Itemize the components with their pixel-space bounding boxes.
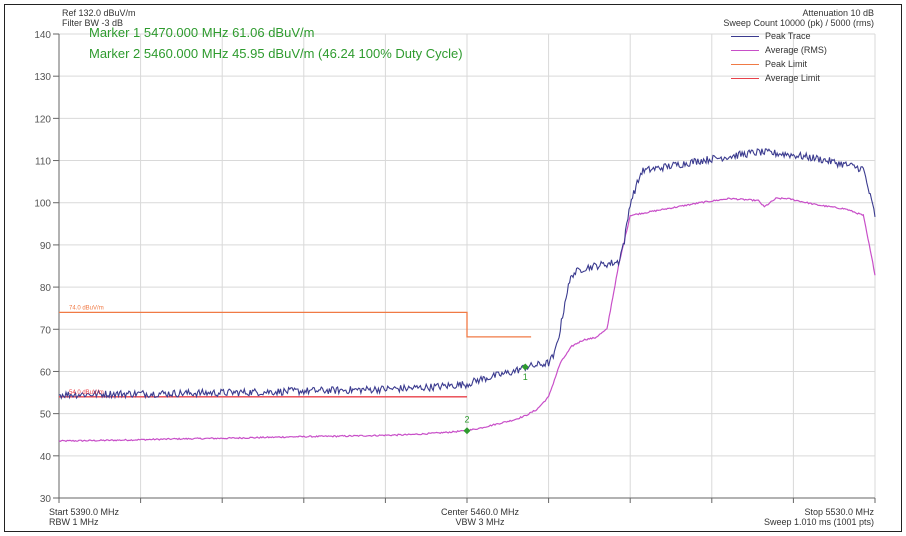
- marker-1-diamond: [521, 363, 529, 371]
- vbw-label: VBW 3 MHz: [455, 517, 505, 527]
- legend: Peak Trace Average (RMS) Peak Limit Aver…: [731, 29, 827, 85]
- average-limit-label: 54.0 dBuV/m: [69, 390, 104, 396]
- y-tick-label: 60: [40, 367, 52, 378]
- y-tick-label: 50: [40, 410, 52, 421]
- marker-1-readout: Marker 1 5470.000 MHz 61.06 dBuV/m: [89, 25, 315, 40]
- legend-item-average: Average (RMS): [731, 43, 827, 57]
- attenuation-label: Attenuation 10 dB: [802, 8, 874, 18]
- y-tick-label: 140: [34, 30, 51, 41]
- start-freq-label: Start 5390.0 MHz: [49, 507, 120, 517]
- marker-2-label: 2: [464, 415, 469, 425]
- peak-limit-label: 74.0 dBuV/m: [69, 305, 104, 311]
- legend-swatch-average-limit: [731, 77, 759, 79]
- y-tick-label: 100: [34, 199, 51, 210]
- legend-item-peak-trace: Peak Trace: [731, 29, 827, 43]
- y-tick-label: 40: [40, 452, 52, 463]
- filter-bw-label: Filter BW -3 dB: [62, 18, 124, 28]
- marker-2-diamond: [463, 427, 471, 435]
- y-tick-label: 110: [35, 157, 51, 168]
- y-tick-label: 130: [34, 72, 51, 83]
- y-tick-label: 120: [34, 114, 51, 125]
- y-tick-label: 70: [40, 325, 52, 336]
- peak-limit-line: [59, 311, 532, 338]
- sweep-time-label: Sweep 1.010 ms (1001 pts): [763, 517, 874, 527]
- stop-freq-label: Stop 5530.0 MHz: [804, 507, 874, 517]
- y-tick-label: 90: [40, 241, 52, 252]
- spectrum-analyzer-panel: 30 40 50 60 70 80 90 100 110 120 130 140 74.0 dBuV/m…: [4, 4, 902, 532]
- ref-level-label: Ref 132.0 dBuV/m: [62, 8, 136, 18]
- rbw-label: RBW 1 MHz: [49, 517, 99, 527]
- legend-item-average-limit: Average Limit: [731, 71, 827, 85]
- peak-trace-line: [58, 148, 876, 400]
- marker-1-label: 1: [523, 372, 528, 382]
- center-freq-label: Center 5460.0 MHz: [440, 507, 520, 517]
- spectrum-plot: 30 40 50 60 70 80 90 100 110 120 130 140 74.0 dBuV/m…: [34, 30, 876, 505]
- legend-label-peak-limit: Peak Limit: [765, 59, 808, 69]
- legend-item-peak-limit: Peak Limit: [731, 57, 827, 71]
- sweep-count-label: Sweep Count 10000 (pk) / 5000 (rms): [723, 18, 874, 28]
- marker-2-readout: Marker 2 5460.000 MHz 45.95 dBuV/m (46.2…: [89, 46, 463, 61]
- y-tick-label: 30: [40, 494, 52, 505]
- legend-label-peak-trace: Peak Trace: [765, 31, 811, 41]
- legend-label-average-limit: Average Limit: [765, 73, 820, 83]
- legend-swatch-peak-limit: [731, 63, 759, 65]
- legend-swatch-peak-trace: [731, 35, 759, 37]
- legend-swatch-average: [731, 49, 759, 51]
- y-tick-label: 80: [40, 283, 52, 294]
- legend-label-average: Average (RMS): [765, 45, 827, 55]
